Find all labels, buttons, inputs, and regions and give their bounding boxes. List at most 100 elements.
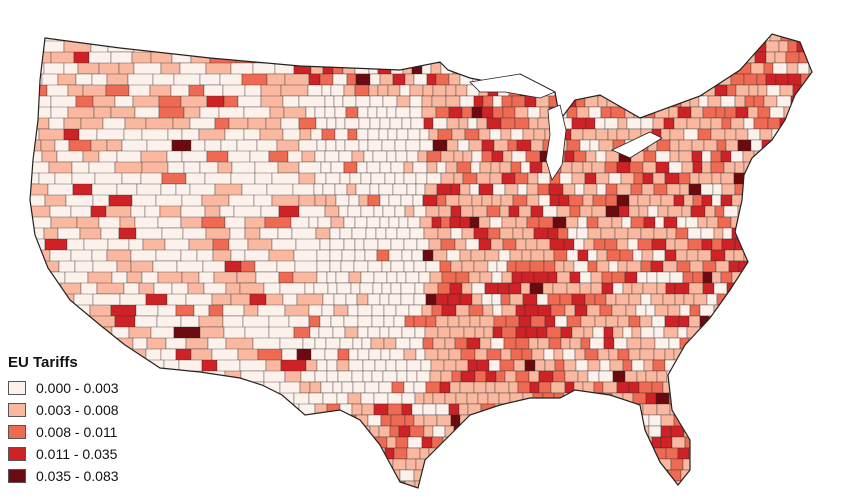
county-cell — [226, 480, 254, 488]
county-cell — [332, 436, 346, 449]
county-cell — [466, 392, 479, 405]
county-cell — [131, 492, 150, 501]
county-cell — [749, 458, 762, 471]
county-cell — [368, 34, 379, 42]
county-cell — [686, 117, 701, 130]
county-cell — [628, 62, 640, 75]
county-cell — [443, 359, 457, 372]
county-cell — [754, 469, 770, 482]
county-cell — [323, 436, 334, 449]
county-cell — [287, 150, 303, 164]
county-cell — [710, 447, 724, 460]
county-cell — [211, 40, 236, 55]
county-cell — [291, 227, 317, 241]
county-cell — [550, 381, 566, 394]
county-cell — [485, 40, 496, 53]
county-cell — [653, 227, 668, 240]
county-cell — [337, 51, 350, 64]
county-cell — [645, 458, 659, 471]
county-cell — [224, 370, 242, 388]
county-cell — [301, 150, 316, 163]
county-cell — [528, 337, 539, 350]
county-cell — [189, 117, 216, 130]
county-cell — [724, 128, 737, 141]
county-cell — [556, 271, 571, 284]
county-cell — [485, 370, 497, 383]
county-cell — [660, 194, 675, 207]
county-cell — [650, 293, 664, 306]
county-cell — [473, 381, 487, 394]
county-cell — [381, 260, 392, 273]
county-cell — [252, 62, 276, 75]
county-cell — [615, 84, 626, 97]
county-cell — [330, 216, 345, 229]
county-cell — [593, 436, 606, 449]
county-cell — [736, 392, 748, 405]
county-cell — [404, 205, 415, 218]
county-cell — [364, 381, 380, 394]
county-cell — [800, 447, 812, 460]
county-cell — [576, 106, 590, 119]
county-cell — [261, 458, 282, 474]
county-cell — [150, 326, 175, 340]
county-cell — [627, 492, 640, 501]
county-cell — [705, 492, 717, 501]
county-cell — [543, 414, 555, 427]
county-cell — [96, 282, 125, 295]
county-cell — [660, 414, 675, 427]
county-cell — [627, 436, 639, 449]
county-cell — [299, 414, 313, 427]
county-cell — [642, 282, 658, 295]
county-cell — [811, 436, 812, 449]
county-cell — [755, 249, 768, 262]
county-cell — [567, 480, 578, 488]
county-cell — [409, 84, 424, 97]
county-cell — [605, 315, 619, 328]
county-cell — [318, 326, 334, 339]
county-cell — [813, 305, 822, 316]
county-cell — [432, 337, 446, 350]
county-cell — [628, 348, 641, 361]
county-cell — [753, 216, 766, 229]
county-cell — [727, 337, 741, 350]
county-cell — [563, 238, 575, 251]
county-cell — [682, 271, 694, 284]
county-cell — [451, 370, 462, 383]
county-cell — [459, 95, 475, 108]
county-cell — [466, 337, 481, 350]
county-cell — [775, 139, 787, 152]
county-cell — [376, 106, 388, 119]
county-cell — [387, 392, 403, 405]
county-cell — [471, 194, 483, 207]
county-cell — [390, 260, 405, 273]
county-cell — [674, 73, 687, 86]
county-cell — [260, 205, 280, 219]
county-cell — [560, 161, 573, 174]
county-cell — [723, 62, 738, 75]
county-cell — [536, 238, 551, 251]
county-cell — [145, 117, 174, 131]
county-cell — [720, 271, 733, 284]
county-cell — [525, 326, 538, 339]
county-cell — [430, 62, 442, 75]
county-cell — [752, 381, 768, 394]
county-cell — [674, 293, 685, 306]
county-cell — [492, 183, 506, 196]
county-cell — [254, 161, 279, 175]
county-cell — [644, 84, 658, 97]
county-cell — [404, 315, 415, 328]
county-cell — [469, 216, 480, 229]
county-cell — [819, 250, 831, 261]
county-cell — [437, 282, 451, 295]
county-cell — [626, 337, 642, 350]
county-cell — [257, 40, 285, 55]
county-cell — [749, 282, 762, 295]
county-cell — [309, 381, 322, 394]
county-cell — [392, 183, 408, 196]
county-cell — [618, 447, 634, 460]
county-cell — [669, 34, 684, 42]
county-cell — [740, 34, 751, 42]
county-cell — [432, 84, 447, 97]
county-cell — [620, 480, 631, 488]
county-cell — [727, 304, 740, 317]
